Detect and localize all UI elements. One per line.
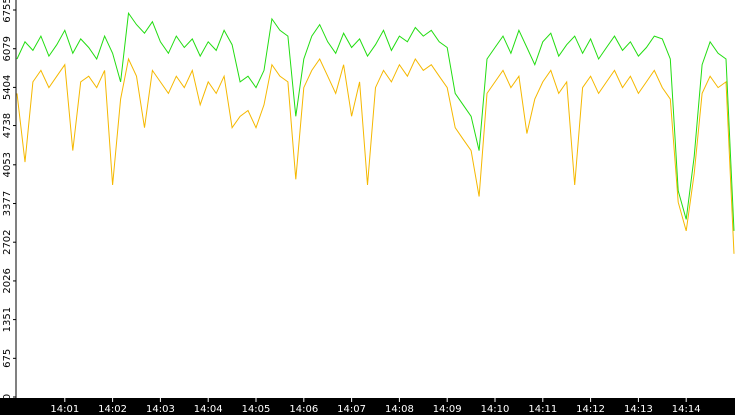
y-tick-label: 4738 xyxy=(2,113,13,138)
y-tick-label: 675 xyxy=(2,349,13,368)
y-tick-label: 3377 xyxy=(2,191,13,216)
y-tick-label: 1351 xyxy=(2,307,13,332)
x-tick-label: 14:12 xyxy=(576,404,605,415)
x-tick-label: 14:09 xyxy=(433,404,462,415)
y-tick-label: 2026 xyxy=(2,268,13,293)
series-line xyxy=(16,11,735,231)
series-line xyxy=(16,57,735,254)
x-axis-band xyxy=(0,398,735,415)
y-tick-label: 5404 xyxy=(2,75,13,100)
y-tick-label: 6755 xyxy=(2,0,13,23)
x-tick-label: 14:07 xyxy=(337,404,366,415)
y-tick-label: 2702 xyxy=(2,229,13,254)
x-tick-label: 14:14 xyxy=(672,404,701,415)
x-tick-label: 14:10 xyxy=(481,404,510,415)
x-tick-label: 14:02 xyxy=(98,404,127,415)
x-tick-label: 14:11 xyxy=(528,404,557,415)
x-tick-label: 14:06 xyxy=(289,404,318,415)
x-tick-label: 14:13 xyxy=(624,404,653,415)
x-tick-label: 14:03 xyxy=(146,404,175,415)
y-tick-label: 4053 xyxy=(2,152,13,177)
x-tick-label: 14:01 xyxy=(50,404,79,415)
y-tick-label: 6079 xyxy=(2,36,13,61)
x-tick-label: 14:08 xyxy=(385,404,414,415)
y-tick-label: 0 xyxy=(2,394,13,400)
x-tick-label: 14:05 xyxy=(242,404,271,415)
x-tick-label: 14:04 xyxy=(194,404,223,415)
